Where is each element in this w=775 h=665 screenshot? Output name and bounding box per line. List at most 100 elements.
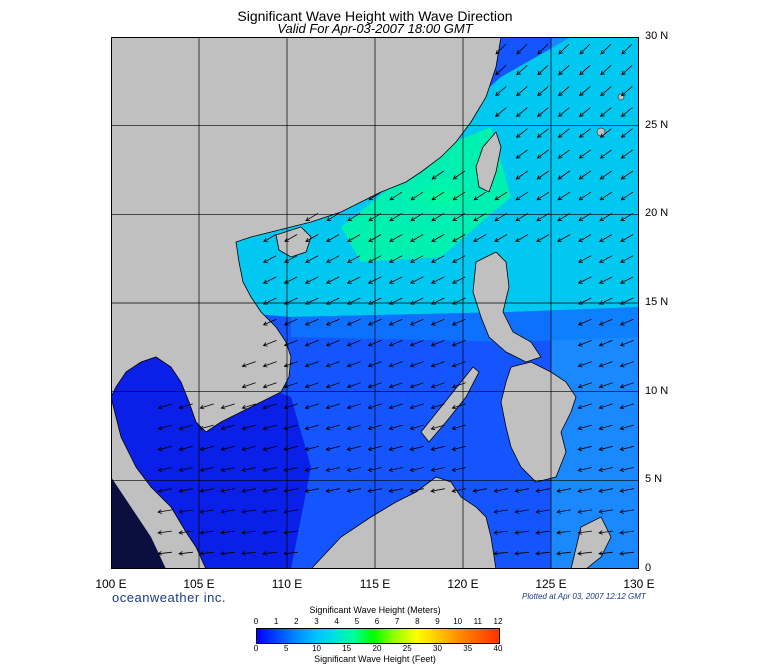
wave-arrow: [241, 361, 256, 368]
wave-arrow: [472, 488, 487, 493]
land-borneo: [310, 476, 497, 570]
wave-arrow: [262, 551, 278, 556]
wave-arrow: [346, 361, 361, 368]
wave-arrow: [262, 488, 277, 493]
wave-arrow: [367, 276, 382, 284]
wave-arrow: [430, 382, 445, 389]
wave-arrow: [199, 403, 214, 410]
lat-label: 30 N: [645, 30, 669, 42]
wave-arrow: [220, 445, 235, 452]
wave-arrow: [262, 445, 277, 452]
wave-arrow: [262, 530, 277, 535]
wave-arrow: [283, 340, 298, 347]
wave-arrow: [178, 488, 193, 493]
wave-arrow: [473, 191, 487, 201]
wave-arrow: [598, 403, 613, 410]
wave-arrow: [346, 445, 361, 452]
oceanweather-logo: oceanweather inc.: [112, 590, 227, 605]
wave-arrow: [620, 170, 634, 180]
wave-arrow: [578, 170, 592, 180]
wave-arrow: [304, 488, 319, 493]
wave-arrow: [304, 276, 319, 284]
wave-arrow: [579, 86, 591, 97]
wave-arrow: [263, 234, 277, 242]
wave-arrow: [409, 488, 424, 493]
colorbar-meters-tick: 9: [435, 617, 440, 626]
wave-arrow: [537, 65, 549, 76]
colorbar-meters-tick: 7: [394, 617, 400, 626]
wave-arrow: [619, 509, 634, 514]
wave-arrow: [599, 212, 613, 222]
wave-arrow: [494, 234, 508, 242]
wave-arrow: [262, 340, 277, 347]
wave-arrow: [451, 297, 466, 305]
wave-arrow: [283, 445, 298, 452]
wave-arrow: [577, 340, 592, 347]
wave-arrow: [388, 297, 403, 305]
wave-arrow: [241, 424, 256, 431]
wave-arrow: [409, 297, 424, 305]
wave-arrow: [598, 382, 613, 389]
wave-arrow: [304, 403, 319, 410]
wave-arrow: [262, 403, 277, 410]
wave-arrow: [619, 382, 634, 389]
wave-arrow: [579, 43, 591, 55]
wave-arrow: [620, 212, 634, 222]
wave-arrow: [598, 340, 613, 347]
wave-arrow: [410, 212, 424, 222]
wave-arrow: [325, 403, 340, 410]
wave-arrow: [619, 445, 634, 452]
wave-arrow: [514, 551, 530, 556]
wave-arrow: [430, 361, 445, 368]
wave-arrow: [452, 170, 466, 180]
wave-arrow: [346, 467, 361, 472]
land-taiwan: [475, 131, 502, 193]
wave-arrow: [199, 424, 214, 431]
lon-label: 105 E: [183, 577, 215, 591]
wave-arrow: [199, 445, 214, 452]
wave-arrow: [262, 318, 277, 326]
wave-arrow: [388, 276, 403, 284]
wave-arrow: [326, 255, 340, 263]
wave-arrow: [600, 65, 612, 76]
colorbar-feet-tick: 0: [253, 644, 259, 653]
wave-arrow: [620, 149, 633, 159]
wave-arrow: [578, 255, 592, 263]
wave-arrow: [305, 255, 319, 263]
wave-arrow: [515, 191, 529, 201]
wave-arrow: [620, 234, 634, 242]
wave-arrow: [325, 318, 340, 326]
wave-arrow: [514, 488, 529, 493]
colorbar-feet-tick: 15: [342, 644, 352, 653]
wave-arrow: [577, 424, 592, 431]
wave-arrow: [157, 424, 172, 431]
land-hainan: [275, 226, 312, 258]
wave-arrow: [598, 318, 613, 326]
wave-arrow: [409, 403, 424, 410]
wave-arrow: [600, 86, 612, 97]
wave-arrow: [367, 318, 382, 326]
wave-arrow: [325, 424, 340, 431]
wave-arrow: [536, 107, 549, 117]
colorbar-meters-tick: 5: [354, 617, 360, 626]
map-title: Significant Wave Height with Wave Direct…: [237, 8, 513, 24]
wave-arrow: [558, 86, 570, 97]
wave-arrow: [535, 530, 550, 535]
wave-arrow: [536, 191, 550, 201]
wave-arrow: [241, 509, 256, 514]
wave-arrow: [621, 86, 633, 97]
wave-arrow: [284, 255, 298, 263]
colorbar-meters-tick: 11: [473, 617, 482, 626]
wave-arrow: [619, 488, 634, 493]
wave-arrow: [304, 424, 319, 431]
wave-arrow: [409, 318, 424, 326]
colorbar-feet-tick: 10: [312, 644, 321, 653]
wave-arrow: [305, 212, 319, 222]
wave-arrow: [325, 445, 340, 452]
wave-arrow: [556, 509, 571, 514]
wave-arrow: [599, 255, 613, 263]
wave-arrow: [451, 276, 466, 284]
wave-arrow: [157, 403, 172, 410]
wave-arrow: [430, 297, 445, 305]
wave-arrow: [388, 318, 403, 326]
